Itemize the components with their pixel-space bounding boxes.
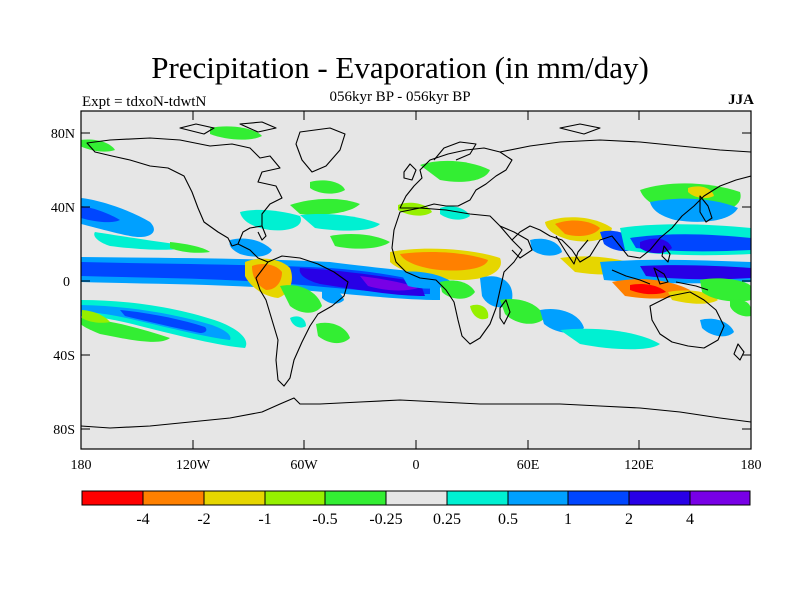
- australia-south-blue: [700, 318, 734, 337]
- indonesia-red: [630, 283, 666, 295]
- colorbar-box-10: [690, 491, 750, 505]
- colorbar-box-9: [629, 491, 690, 505]
- coast-central-america: [237, 243, 269, 263]
- colorbar-box-2: [204, 491, 265, 505]
- colorbar-label-3: -0.5: [312, 511, 337, 528]
- south-america-orange: [252, 264, 282, 290]
- lon-label-60w: 60W: [290, 458, 318, 473]
- lon-label-120e: 120E: [624, 458, 654, 473]
- colorbar-label-9: 4: [686, 511, 694, 528]
- tasman-green: [730, 299, 751, 317]
- colorbar-box-5: [386, 491, 447, 505]
- colorbar-box-1: [143, 491, 204, 505]
- lon-label-60e: 60E: [517, 458, 540, 473]
- atlantic-itcz-violet: [360, 276, 418, 291]
- coast-africa: [391, 207, 523, 345]
- east-asia-blue: [650, 198, 738, 222]
- north-pacific-core: [81, 206, 120, 223]
- colorbar-label-4: -0.25: [369, 511, 402, 528]
- north-atlantic-teal: [300, 214, 380, 231]
- coast-australia: [649, 291, 725, 349]
- colorbar-box-0: [82, 491, 143, 505]
- south-america-green: [280, 285, 322, 313]
- coast-europe: [399, 147, 513, 209]
- lat-label-80s: 80S: [53, 423, 75, 438]
- lon-label-180w: 180: [71, 458, 92, 473]
- coast-philippines: [661, 245, 671, 263]
- colorbar-label-1: -2: [197, 511, 210, 528]
- coast-scandinavia: [433, 141, 477, 161]
- arabian-sea-blue: [530, 238, 562, 256]
- coast-florida: [257, 225, 267, 241]
- map-plot-area: [81, 111, 751, 449]
- coast-indonesia: [611, 267, 709, 291]
- colorbar-label-2: -1: [258, 511, 271, 528]
- lat-label-0: 0: [63, 275, 70, 290]
- colorbar-box-3: [265, 491, 325, 505]
- equatorial-west-pacific-core: [640, 265, 751, 280]
- colorbar-label-7: 1: [564, 511, 572, 528]
- sahel-orange: [400, 252, 488, 271]
- colorbar-label-5: 0.25: [433, 511, 461, 528]
- coast-japan: [699, 195, 713, 223]
- coast-arabia: [499, 225, 533, 259]
- south-atlantic-green: [316, 322, 350, 344]
- india-orange: [555, 220, 600, 236]
- experiment-label: Expt = tdxoN-tdwtN: [82, 94, 207, 110]
- lon-label-120w: 120W: [176, 458, 211, 473]
- north-pacific-light: [81, 198, 154, 238]
- colorbar-label-0: -4: [136, 511, 149, 528]
- colorbar-box-4: [325, 491, 386, 505]
- axis-ticks: [80, 111, 752, 449]
- coast-greenland: [295, 127, 346, 173]
- colorbar-label-8: 2: [625, 511, 633, 528]
- south-america-south-teal: [290, 316, 306, 328]
- coast-india: [555, 235, 589, 265]
- coast-antarctica: [81, 397, 751, 429]
- japan-yellow: [688, 186, 714, 199]
- south-pacific-yellow: [82, 310, 110, 323]
- lat-labels: 80N 40N 0 40S 80S: [51, 127, 75, 438]
- lat-label-40s: 40S: [53, 349, 75, 364]
- colorbar-box-6: [447, 491, 508, 505]
- mid-atlantic-green: [330, 234, 390, 249]
- lon-label-0: 0: [413, 458, 420, 473]
- madagascar-yellow: [470, 304, 489, 320]
- gulf-teal: [240, 209, 301, 231]
- south-pacific-east-green: [700, 278, 751, 302]
- south-pacific-band-core: [120, 310, 207, 333]
- colorbar-label-6: 0.5: [498, 511, 518, 528]
- west-pacific-core: [640, 238, 672, 254]
- colorbar-box-8: [568, 491, 629, 505]
- colorbar-box-7: [508, 491, 568, 505]
- coast-uk: [403, 163, 417, 181]
- map-title: Precipitation - Evaporation (in mm/day): [151, 50, 649, 85]
- colorbar: -4 -2 -1 -0.5 -0.25 0.25 0.5 1 2 4: [81, 490, 751, 528]
- lon-label-180e: 180: [741, 458, 762, 473]
- coast-madagascar: [499, 299, 511, 325]
- europe-green: [420, 160, 490, 182]
- north-atlantic-high-green: [310, 180, 345, 194]
- map-subtitle: 056kyr BP - 056kyr BP: [329, 89, 471, 105]
- south-pacific-green: [81, 318, 170, 342]
- coast-arctic-islands: [179, 121, 601, 135]
- coast-new-zealand: [733, 343, 745, 361]
- south-indian-teal: [560, 328, 660, 350]
- coastlines: [81, 121, 751, 429]
- north-atlantic-green: [290, 198, 360, 215]
- central-pacific-teal: [94, 232, 190, 250]
- coast-south-america: [255, 255, 349, 387]
- lon-labels: 180 120W 60W 0 60E 120E 180: [71, 458, 762, 473]
- lat-label-40n: 40N: [51, 201, 75, 216]
- caribbean-blue: [229, 238, 272, 257]
- indian-ocean-blue: [540, 308, 584, 333]
- mid-pacific-green: [170, 242, 210, 253]
- gulf-guinea-blue: [400, 271, 452, 289]
- season-label: JJA: [728, 92, 754, 108]
- coast-asia: [499, 139, 751, 263]
- arctic-green: [210, 126, 262, 140]
- indian-ocean-green: [500, 298, 545, 324]
- lat-label-80n: 80N: [51, 127, 75, 142]
